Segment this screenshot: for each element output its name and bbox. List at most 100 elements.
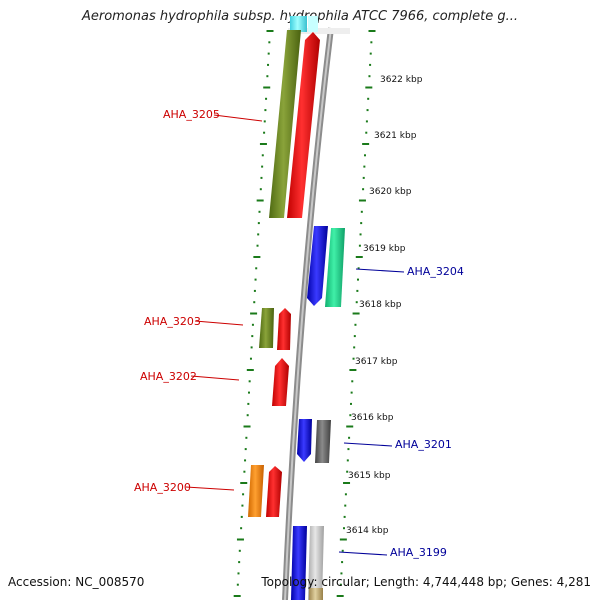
topology-label: Topology: circular; Length: 4,744,448 bp… <box>261 575 591 589</box>
inner-tick-major <box>236 538 244 541</box>
gene-features <box>248 16 345 600</box>
inner-tick-minor <box>256 244 259 247</box>
outer-tick-minor <box>353 335 356 338</box>
gene-lightgrey-3199 <box>308 526 324 600</box>
inner-tick-minor <box>251 323 254 326</box>
gene-label: AHA_3200 <box>134 481 191 494</box>
leader-aha-3200 <box>185 486 235 491</box>
gene-blue-3204 <box>307 226 328 306</box>
outer-tick-minor <box>368 75 371 78</box>
inner-tick-minor <box>244 448 247 451</box>
outer-tick-minor <box>358 244 361 247</box>
outer-tick-major <box>355 256 363 258</box>
outer-tick-minor <box>360 210 363 213</box>
gene-label: AHA_3203 <box>144 315 201 328</box>
outer-tick-major <box>358 199 366 202</box>
kbp-label: 3620 kbp <box>369 187 412 197</box>
inner-tick-minor <box>263 120 266 123</box>
inner-tick-major <box>266 30 274 32</box>
outer-tick-minor <box>357 267 360 270</box>
gene-label-leaders <box>185 114 405 556</box>
outer-tick-major <box>349 369 357 371</box>
top-track-band <box>288 28 350 34</box>
inner-tick-minor <box>258 210 261 213</box>
outer-tick-minor <box>353 346 356 349</box>
inner-tick-major <box>253 256 261 258</box>
kbp-label: 3615 kbp <box>348 471 391 481</box>
kbp-label: 3616 kbp <box>351 413 394 423</box>
outer-tick-minor <box>351 380 354 383</box>
inner-tick-major <box>240 482 248 484</box>
genome-backbone-highlight <box>284 27 332 600</box>
inner-tick-minor <box>266 75 269 78</box>
gene-aha-3204 <box>325 228 345 307</box>
outer-tick-minor <box>343 515 346 518</box>
outer-tick-minor <box>341 549 344 552</box>
gene-cyan-top <box>290 16 307 32</box>
outer-tick-minor <box>365 120 368 123</box>
inner-tick-minor <box>267 52 270 55</box>
accession-label: Accession: NC_008570 <box>8 575 145 589</box>
outer-tick-major <box>346 425 354 428</box>
inner-tick-minor <box>257 233 260 236</box>
inner-tick-minor <box>240 527 243 530</box>
outer-tick-minor <box>360 222 363 225</box>
gene-blue-3201 <box>297 419 312 462</box>
inner-tick-minor <box>244 459 247 462</box>
outer-tick-minor <box>363 165 366 168</box>
outer-tick-major <box>339 538 347 541</box>
inner-tick-minor <box>238 561 241 564</box>
inner-tick-minor <box>260 176 263 179</box>
kbp-label: 3618 kbp <box>359 300 402 310</box>
gene-label: AHA_3202 <box>140 370 197 383</box>
leader-aha-3204 <box>355 268 405 273</box>
gene-aha-3201 <box>315 420 331 463</box>
inner-tick-minor <box>240 515 243 518</box>
inner-tick-major <box>233 595 241 597</box>
gene-tan-bottom <box>309 588 323 600</box>
outer-tick-minor <box>341 561 344 564</box>
gene-label: AHA_3199 <box>390 546 447 559</box>
outer-tick-minor <box>370 41 373 44</box>
outer-tick-minor <box>350 391 353 394</box>
gene-lightcyan-top <box>308 16 318 32</box>
inner-tick-minor <box>250 346 253 349</box>
outer-tick-minor <box>359 233 362 236</box>
inner-tick-minor <box>261 165 264 168</box>
kbp-label: 3619 kbp <box>363 244 406 254</box>
inner-tick-minor <box>261 154 264 157</box>
outer-tick-minor <box>349 414 352 417</box>
outer-tick-minor <box>346 459 349 462</box>
leader-aha-3203 <box>194 320 244 326</box>
outer-tick-minor <box>356 289 359 292</box>
leader-aha-3201 <box>343 442 393 447</box>
inner-tick-minor <box>248 380 251 383</box>
inner-tick-minor <box>263 131 266 134</box>
inner-tick-track <box>233 30 274 597</box>
kbp-label: 3622 kbp <box>380 75 423 85</box>
inner-tick-minor <box>264 109 267 112</box>
outer-tick-major <box>343 482 351 484</box>
outer-tick-major <box>362 143 370 145</box>
outer-tick-minor <box>362 188 365 191</box>
gene-red-long <box>287 32 320 218</box>
gene-aha-3200 <box>248 465 264 517</box>
leader-aha-3202 <box>190 375 240 381</box>
inner-tick-minor <box>253 301 256 304</box>
inner-tick-major <box>256 199 264 202</box>
outer-tick-major <box>368 30 376 32</box>
outer-tick-minor <box>347 448 350 451</box>
outer-tick-minor <box>355 301 358 304</box>
outer-tick-minor <box>346 470 349 473</box>
inner-tick-minor <box>242 493 245 496</box>
kbp-labels: 3622 kbp 3621 kbp 3620 kbp 3619 kbp 3618… <box>346 75 423 536</box>
outer-tick-minor <box>365 131 368 134</box>
outer-tick-track <box>336 30 376 597</box>
outer-tick-minor <box>369 52 372 55</box>
inner-tick-minor <box>245 436 248 439</box>
inner-tick-major <box>246 369 254 371</box>
outer-tick-minor <box>356 278 359 281</box>
outer-tick-minor <box>367 97 370 100</box>
outer-tick-minor <box>340 572 343 575</box>
gene-label: AHA_3205 <box>163 108 220 121</box>
